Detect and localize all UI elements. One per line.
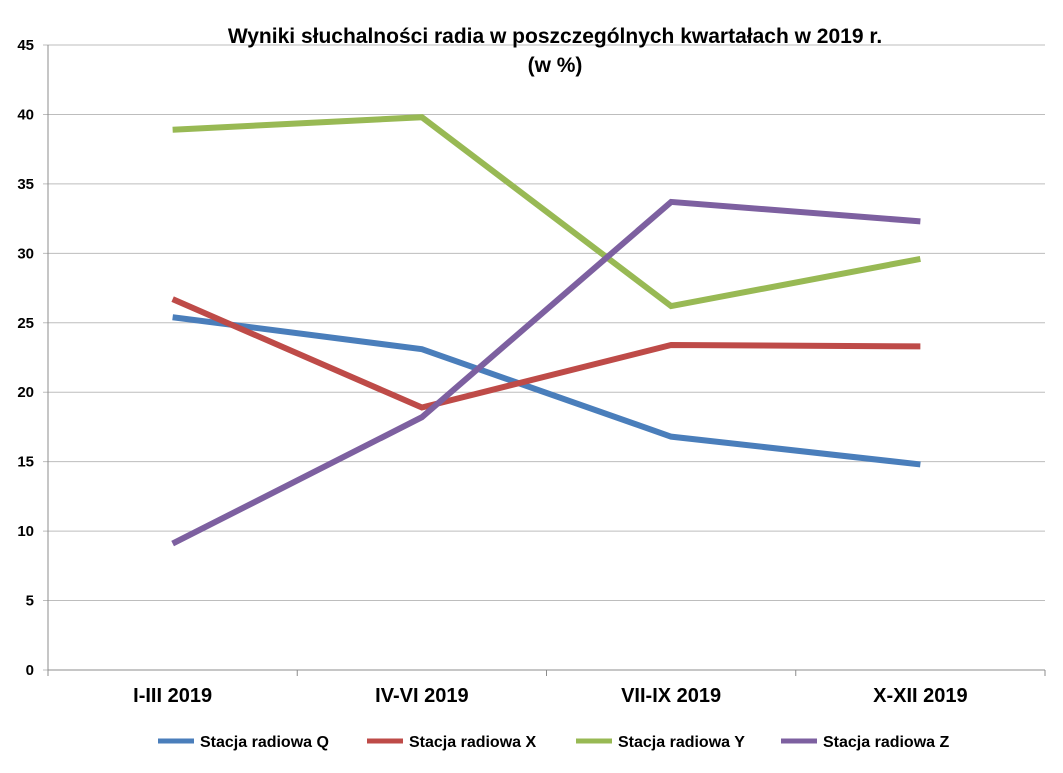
legend-label: Stacja radiowa Z xyxy=(823,734,949,751)
legend-label: Stacja radiowa Y xyxy=(618,734,745,751)
legend-label: Stacja radiowa Q xyxy=(200,734,329,751)
series-line-stacja-radiowa-q xyxy=(172,314,921,468)
legend-item: Stacja radiowa Y xyxy=(576,734,745,751)
x-tick-label: VII-IX 2019 xyxy=(621,685,721,707)
y-tick-label: 45 xyxy=(17,37,34,54)
legend-label: Stacja radiowa X xyxy=(409,734,536,751)
x-tick-label: IV-VI 2019 xyxy=(375,685,468,707)
y-tick-label: 40 xyxy=(17,106,34,123)
legend: Stacja radiowa Q Stacja radiowa X Stacja r… xyxy=(158,734,949,751)
chart-subtitle: (w %) xyxy=(528,54,583,77)
chart-title: Wyniki słuchalności radia w poszczególny… xyxy=(228,25,882,48)
y-tick-label: 20 xyxy=(17,384,34,401)
y-tick-label: 5 xyxy=(26,593,34,610)
y-tick-label: 25 xyxy=(17,315,34,332)
legend-item: Stacja radiowa Q xyxy=(158,734,329,751)
legend-item: Stacja radiowa Z xyxy=(781,734,949,751)
series-line-stacja-radiowa-y xyxy=(172,114,921,310)
gridlines xyxy=(43,44,1045,671)
y-tick-label: 10 xyxy=(17,523,34,540)
y-tick-label: 15 xyxy=(17,454,34,471)
axes: 0 5 10 15 20 25 30 35 40 45 I-III 2019 IV-VI 2019 VI… xyxy=(17,37,1046,707)
x-tick-label: X-XII 2019 xyxy=(873,685,968,707)
x-tick-label: I-III 2019 xyxy=(133,685,212,707)
series-line-stacja-radiowa-z xyxy=(171,198,921,547)
y-tick-label: 30 xyxy=(17,245,34,262)
legend-item: Stacja radiowa X xyxy=(367,734,536,751)
y-tick-label: 0 xyxy=(26,662,34,679)
series-line-stacja-radiowa-x xyxy=(171,296,921,411)
series-lines xyxy=(171,114,921,547)
y-tick-label: 35 xyxy=(17,176,34,193)
